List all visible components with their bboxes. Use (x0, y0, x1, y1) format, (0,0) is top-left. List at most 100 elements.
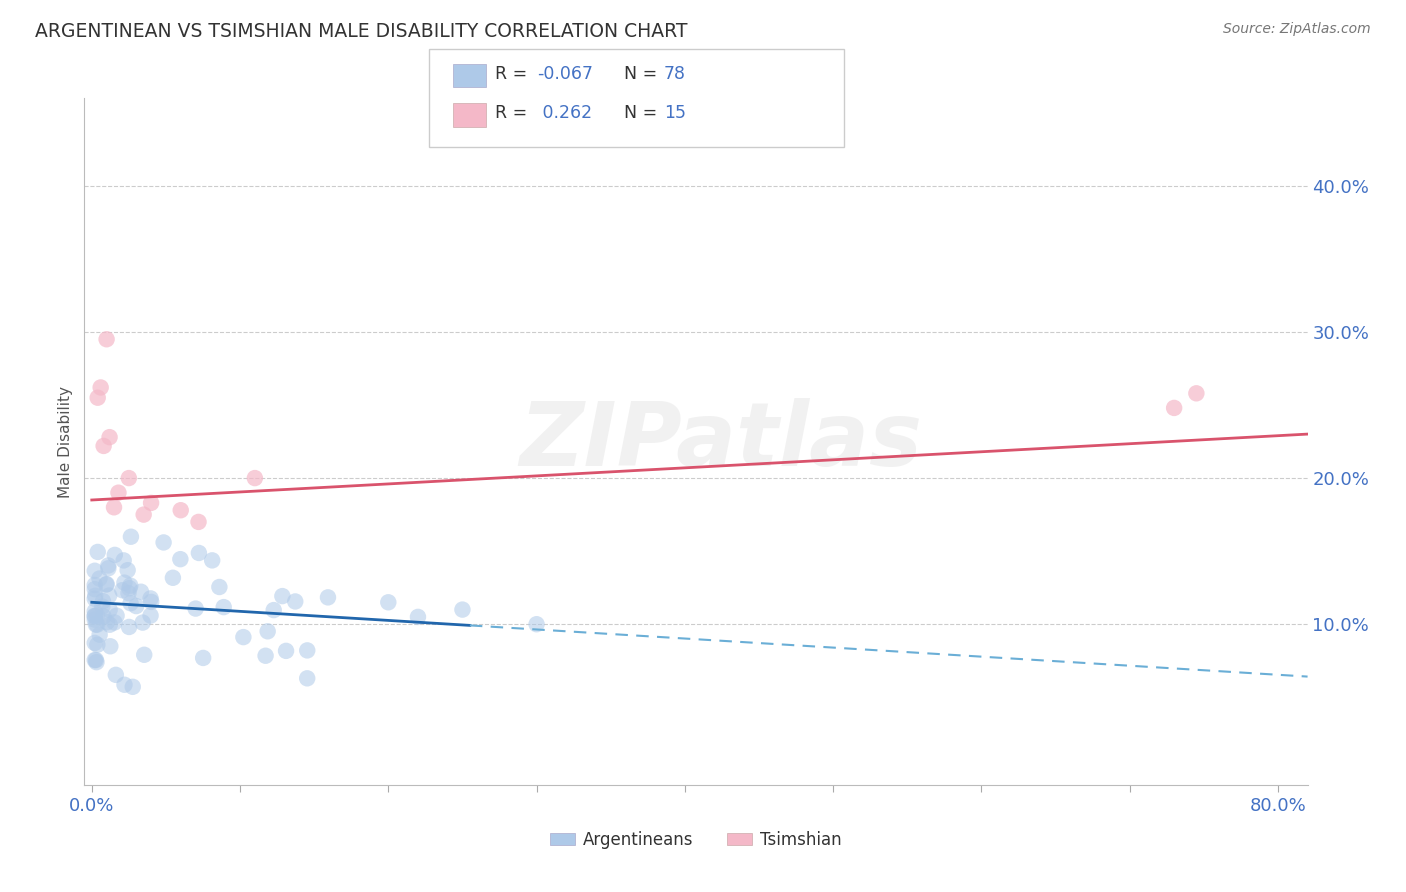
Point (84, 653, 107, 667)
Text: -0.067: -0.067 (537, 65, 593, 83)
Point (97, 561, 120, 575)
Point (139, 496, 162, 510)
Point (93, 439, 115, 453)
Point (212, 600, 235, 615)
Point (1163, 401, 1185, 415)
Point (98, 589, 121, 603)
Point (284, 594, 307, 608)
Point (83, 636, 105, 650)
Point (83, 608, 105, 623)
Point (91, 599, 114, 614)
Text: Source: ZipAtlas.com: Source: ZipAtlas.com (1223, 22, 1371, 37)
Text: ARGENTINEAN VS TSIMSHIAN MALE DISABILITY CORRELATION CHART: ARGENTINEAN VS TSIMSHIAN MALE DISABILITY… (35, 22, 688, 41)
Point (86, 617, 108, 632)
Point (243, 471, 266, 485)
Point (132, 508, 155, 522)
Point (1185, 386, 1208, 401)
Legend: Argentineans, Tsimshian: Argentineans, Tsimshian (543, 824, 849, 855)
Point (295, 671, 318, 685)
Point (152, 535, 174, 549)
Point (118, 581, 141, 595)
Point (120, 579, 142, 593)
Point (187, 546, 209, 560)
Point (84, 589, 107, 603)
Point (129, 584, 152, 599)
Text: N =: N = (624, 104, 664, 122)
Point (83, 604, 105, 618)
Text: 15: 15 (664, 104, 686, 122)
Point (105, 608, 128, 623)
Point (86, 655, 108, 669)
Point (263, 603, 285, 617)
Text: ZIPatlas: ZIPatlas (519, 398, 922, 485)
Point (98, 430, 121, 444)
Point (118, 471, 141, 485)
Point (91, 594, 114, 608)
Point (86, 391, 108, 405)
Point (201, 553, 224, 567)
Point (377, 595, 399, 609)
Point (83, 609, 105, 624)
Point (271, 589, 294, 603)
Point (125, 599, 148, 613)
Point (139, 591, 162, 606)
Point (120, 530, 142, 544)
Point (83, 582, 105, 596)
Point (256, 624, 278, 639)
Point (86, 638, 108, 652)
Point (114, 678, 136, 692)
Point (89, 572, 111, 586)
Point (96, 615, 118, 630)
Point (97, 558, 120, 573)
Point (98, 617, 121, 632)
Point (208, 580, 231, 594)
Point (121, 680, 143, 694)
Point (86, 608, 108, 623)
Text: 0.262: 0.262 (537, 104, 592, 122)
Point (184, 601, 207, 615)
Point (96, 332, 118, 346)
Point (117, 563, 139, 577)
Point (111, 583, 134, 598)
Point (120, 596, 142, 610)
Point (316, 591, 339, 605)
Point (191, 651, 214, 665)
Point (169, 552, 191, 566)
Text: R =: R = (495, 65, 533, 83)
Point (118, 620, 141, 634)
Point (87, 545, 110, 559)
Point (103, 615, 125, 630)
Point (297, 643, 319, 657)
Point (112, 553, 135, 567)
Point (526, 617, 548, 632)
Point (117, 586, 139, 600)
Point (83, 653, 105, 667)
Point (134, 648, 156, 662)
Point (104, 668, 127, 682)
Point (83, 578, 105, 592)
Point (83, 564, 105, 578)
Point (232, 630, 254, 644)
Point (162, 571, 184, 585)
Point (131, 615, 153, 630)
Point (103, 500, 125, 515)
Point (107, 485, 129, 500)
Point (93, 609, 115, 624)
Point (96, 577, 118, 591)
Text: N =: N = (624, 65, 664, 83)
Point (139, 608, 162, 623)
Point (83, 613, 105, 627)
Point (274, 644, 297, 658)
Point (90, 380, 112, 394)
Point (114, 575, 136, 590)
Text: R =: R = (495, 104, 533, 122)
Point (254, 648, 277, 663)
Point (451, 602, 474, 616)
Y-axis label: Male Disability: Male Disability (58, 385, 73, 498)
Point (170, 503, 193, 517)
Point (96, 577, 118, 591)
Point (104, 548, 127, 562)
Point (406, 610, 429, 624)
Point (83, 591, 105, 606)
Point (89, 628, 111, 642)
